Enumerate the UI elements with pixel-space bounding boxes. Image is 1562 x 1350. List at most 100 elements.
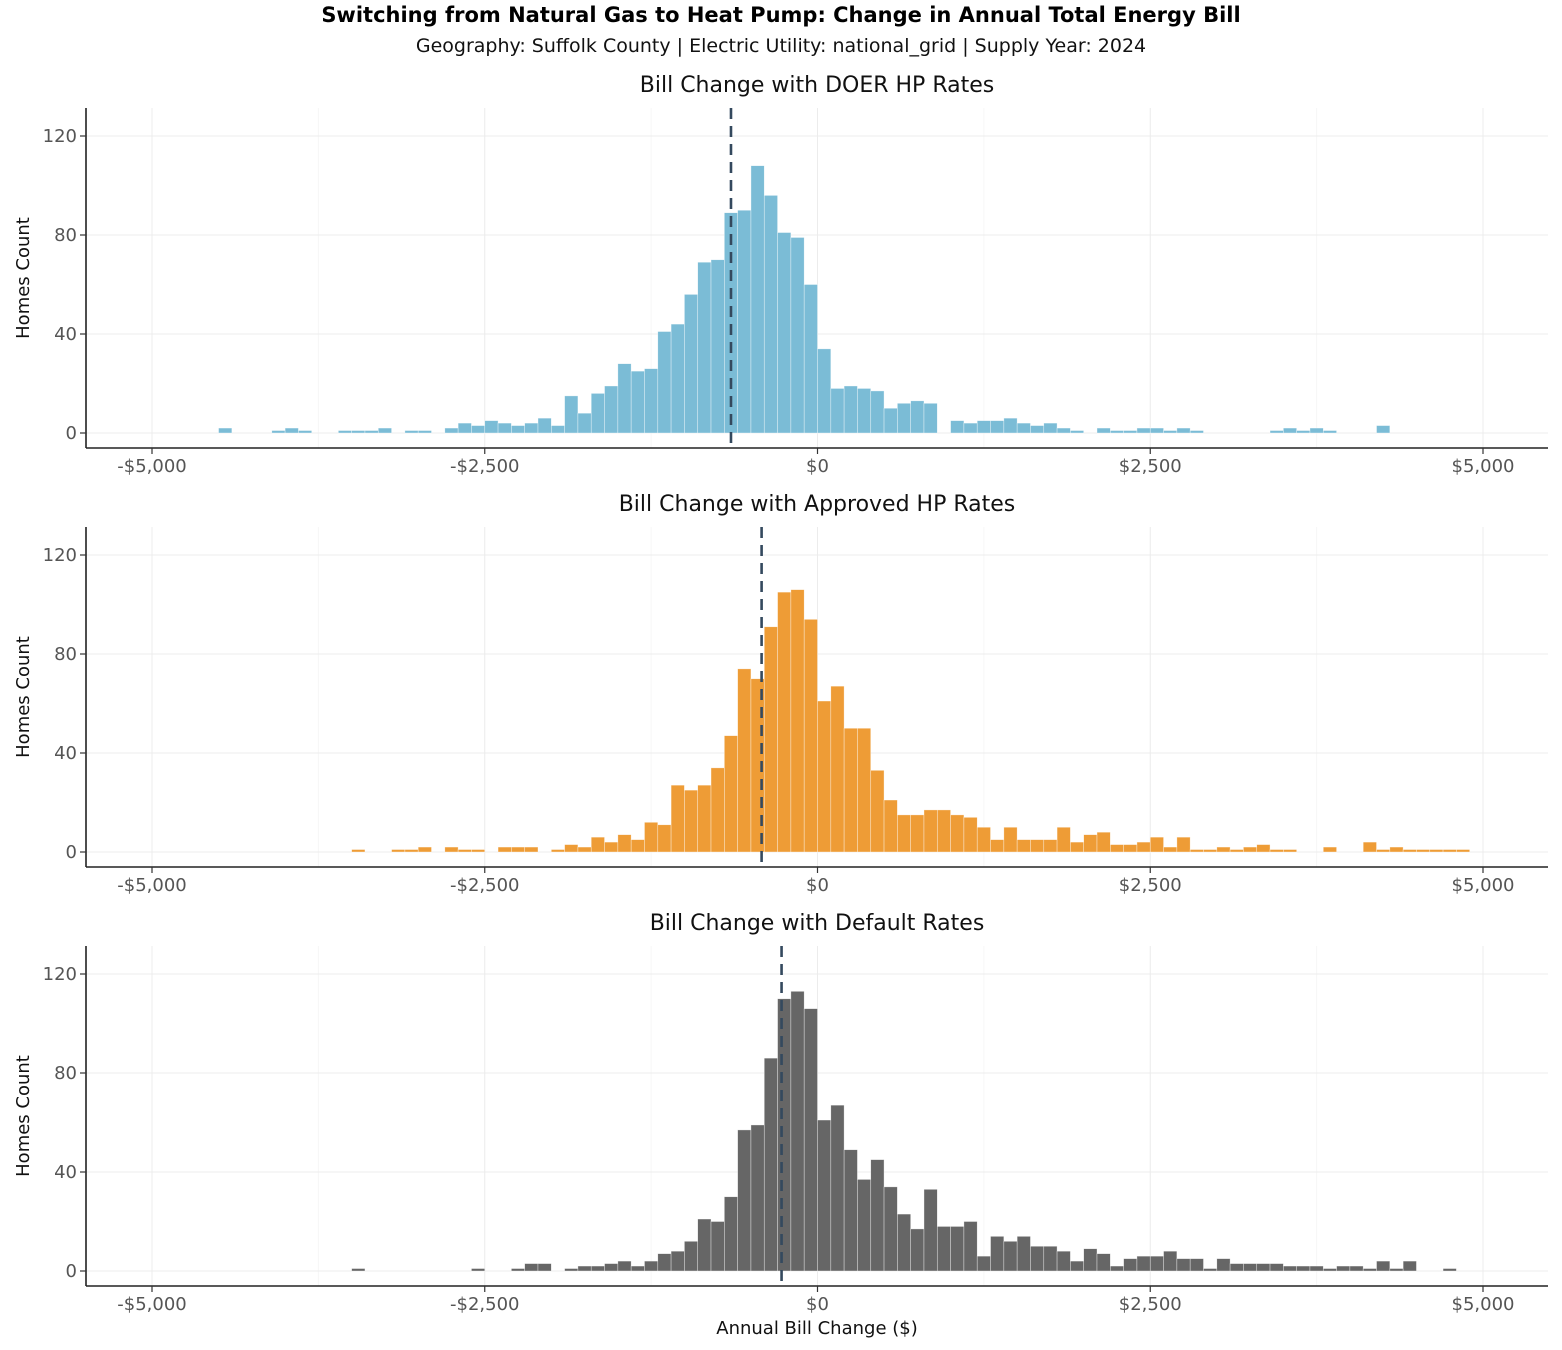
histogram-bar	[857, 1179, 872, 1272]
histogram-bar	[644, 821, 659, 853]
histogram-bar	[284, 427, 299, 434]
histogram-bar	[1322, 430, 1337, 434]
histogram-bar	[857, 388, 872, 434]
histogram-bar	[590, 836, 605, 853]
histogram-bar	[497, 422, 512, 434]
histogram-bar	[271, 430, 286, 434]
histogram-bar	[1176, 836, 1191, 853]
histogram-bar	[963, 1221, 978, 1272]
y-tick-label: 120	[43, 126, 77, 147]
histogram-bar	[1016, 839, 1031, 853]
histogram-bar	[351, 849, 366, 853]
histogram-bar	[923, 809, 938, 853]
histogram-bar	[1349, 1265, 1364, 1272]
histogram-bar	[524, 422, 539, 434]
histogram-bar	[1402, 849, 1417, 853]
histogram-bar	[1442, 1268, 1457, 1272]
histogram-bar	[883, 799, 898, 853]
histogram-bar	[777, 591, 792, 853]
chart-subtitle: Geography: Suffolk County | Electric Uti…	[416, 35, 1146, 57]
histogram-bar	[457, 849, 472, 853]
histogram-bar	[897, 814, 911, 853]
y-tick-label: 0	[66, 1261, 77, 1282]
histogram-bar	[1283, 1265, 1297, 1272]
histogram-bar	[1110, 1265, 1124, 1272]
histogram-bar	[511, 1268, 525, 1272]
y-tick-label: 120	[43, 545, 77, 566]
histogram-bar	[976, 1255, 991, 1272]
histogram-bar	[1030, 425, 1045, 434]
y-tick-label: 80	[54, 225, 77, 246]
histogram-bar	[1043, 422, 1058, 434]
panel-title: Bill Change with DOER HP Rates	[640, 73, 994, 98]
histogram-bar	[1043, 1245, 1058, 1272]
y-axis-title: Homes Count	[13, 636, 34, 758]
histogram-bar	[590, 393, 605, 434]
histogram-bar	[684, 1241, 699, 1272]
histogram-bar	[777, 232, 792, 434]
histogram-bar	[790, 237, 805, 434]
histogram-bar	[511, 425, 525, 434]
histogram-bar	[1229, 1263, 1244, 1272]
histogram-bar	[830, 388, 845, 434]
x-tick-label: $2,500	[1119, 1294, 1182, 1315]
histogram-bar	[1176, 427, 1191, 434]
histogram-bar	[1322, 846, 1337, 853]
histogram-bar	[990, 839, 1005, 853]
x-tick-label: -$2,500	[450, 1294, 519, 1315]
histogram-bar	[1030, 1245, 1045, 1272]
histogram-bar	[497, 846, 512, 853]
histogram-bar	[1283, 849, 1297, 853]
histogram-bar	[1070, 841, 1085, 853]
histogram-bar	[843, 385, 858, 434]
histogram-bar	[710, 259, 725, 434]
histogram-bar	[963, 817, 978, 853]
histogram-bar	[1376, 425, 1391, 434]
histogram-bar	[803, 1008, 818, 1272]
histogram-bar	[950, 814, 965, 853]
histogram-bar	[803, 619, 818, 853]
x-tick-label: $2,500	[1119, 875, 1182, 896]
histogram-panel-1: Bill Change with DOER HP Rates 0 40 80 120 -$…	[13, 73, 1548, 477]
histogram-bar	[1362, 841, 1377, 853]
histogram-bar	[950, 1226, 965, 1272]
histogram-bar	[1110, 430, 1124, 434]
histogram-bar	[1070, 1260, 1085, 1272]
x-tick-label: $0	[806, 1294, 829, 1315]
panel-title: Bill Change with Approved HP Rates	[619, 492, 1016, 517]
histogram-bar	[630, 839, 645, 853]
histogram-bar	[1362, 1268, 1377, 1272]
histogram-bar	[1216, 846, 1231, 853]
histogram-bar	[1243, 1263, 1258, 1272]
histogram-bar	[950, 420, 965, 434]
histogram-bar	[870, 390, 885, 434]
histogram-bar	[604, 841, 619, 853]
histogram-bar	[550, 425, 565, 434]
histogram-bar	[1269, 849, 1284, 853]
histogram-bar	[550, 849, 565, 853]
histogram-bar	[524, 1263, 539, 1272]
histogram-bar	[657, 824, 672, 853]
histogram-bar	[670, 323, 685, 434]
histogram-bar	[737, 1129, 752, 1272]
histogram-bar	[737, 209, 752, 434]
histogram-bar	[990, 1236, 1005, 1272]
histogram-bar	[577, 846, 592, 853]
y-tick-label: 40	[54, 324, 77, 345]
histogram-bar	[1442, 849, 1457, 853]
histogram-bar	[577, 1265, 592, 1272]
x-tick-label: $0	[806, 456, 829, 477]
histogram-bar	[1056, 826, 1071, 853]
histogram-bar	[364, 430, 379, 434]
histogram-bar	[843, 727, 858, 853]
histogram-bar	[1123, 430, 1138, 434]
histogram-bar	[657, 331, 672, 434]
histogram-bar	[1070, 430, 1085, 434]
histogram-bar	[590, 1265, 605, 1272]
histogram-bar	[817, 348, 832, 434]
x-tick-label: $5,000	[1452, 1294, 1515, 1315]
histogram-bar	[1456, 849, 1470, 853]
histogram-bar	[351, 1268, 366, 1272]
histogram-bar	[338, 430, 352, 434]
